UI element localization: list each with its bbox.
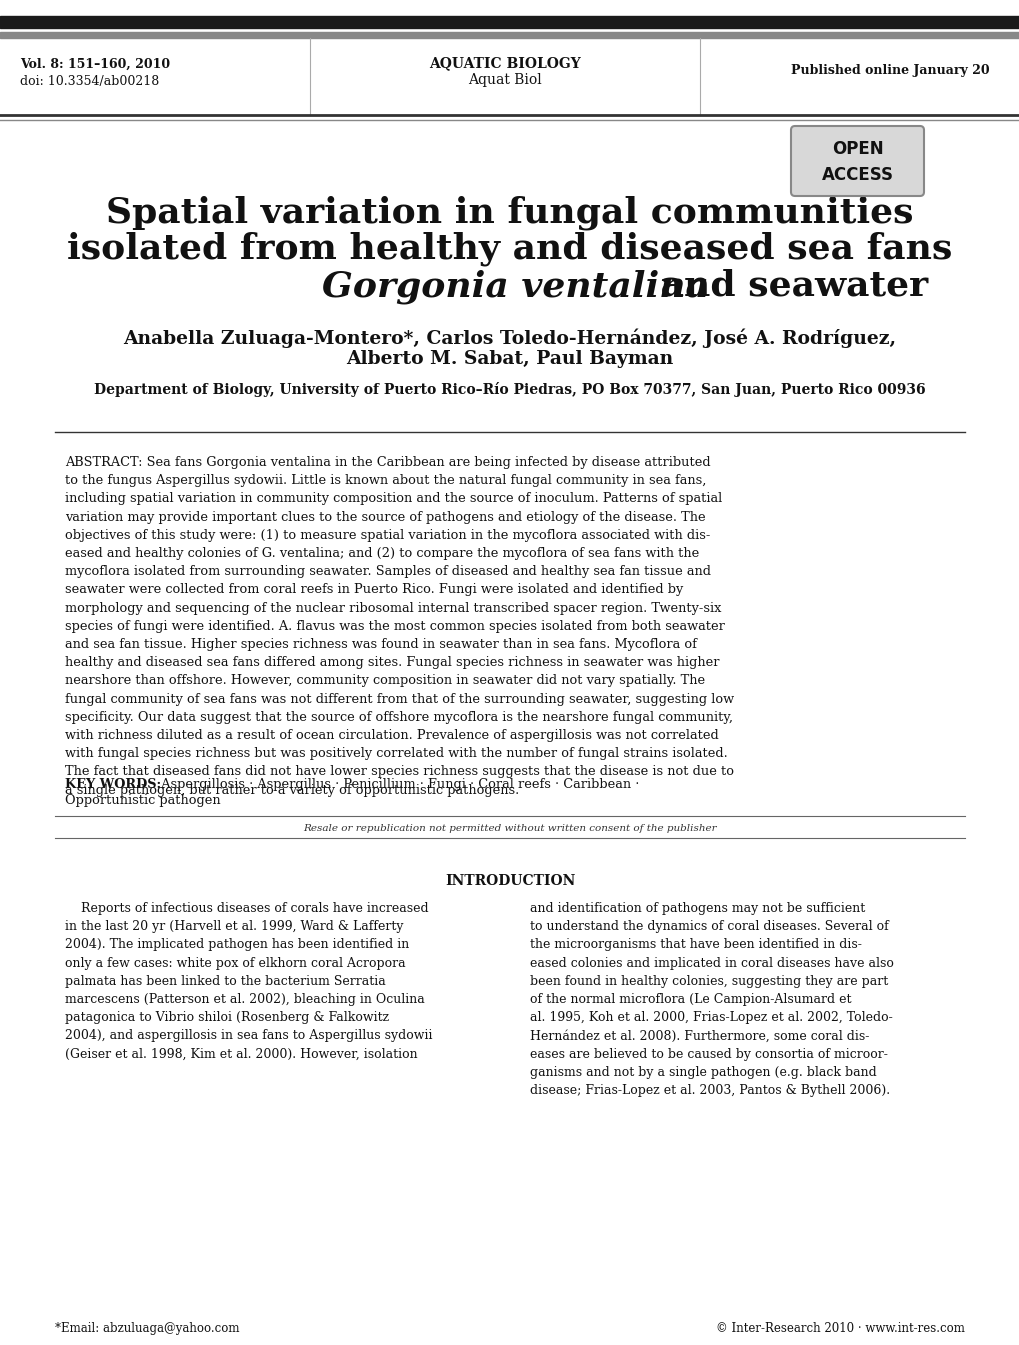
Text: Published online January 20: Published online January 20 — [791, 65, 989, 77]
Text: doi: 10.3354/ab00218: doi: 10.3354/ab00218 — [20, 75, 159, 87]
Text: KEY WORDS:: KEY WORDS: — [65, 777, 161, 791]
Text: Department of Biology, University of Puerto Rico–Río Piedras, PO Box 70377, San : Department of Biology, University of Pue… — [94, 382, 925, 397]
Text: and seawater: and seawater — [647, 269, 927, 303]
Text: © Inter-Research 2010 · www.int-res.com: © Inter-Research 2010 · www.int-res.com — [715, 1322, 964, 1336]
Text: and identification of pathogens may not be sufficient
to understand the dynamics: and identification of pathogens may not … — [530, 902, 893, 1098]
Text: Anabella Zuluaga-Montero*, Carlos Toledo-Hernández, José A. Rodríguez,: Anabella Zuluaga-Montero*, Carlos Toledo… — [123, 328, 896, 347]
Bar — [0, 32, 1019, 38]
Text: Aquat Biol: Aquat Biol — [468, 73, 541, 87]
Text: Resale or republication not permitted without written consent of the publisher: Resale or republication not permitted wi… — [303, 824, 716, 833]
Text: OPEN: OPEN — [830, 140, 882, 157]
Text: Reports of infectious diseases of corals have increased
in the last 20 yr (Harve: Reports of infectious diseases of corals… — [65, 902, 432, 1061]
Text: Alberto M. Sabat, Paul Bayman: Alberto M. Sabat, Paul Bayman — [346, 350, 673, 369]
Text: ACCESS: ACCESS — [820, 165, 893, 184]
Text: isolated from healthy and diseased sea fans: isolated from healthy and diseased sea f… — [67, 231, 952, 266]
Text: INTRODUCTION: INTRODUCTION — [444, 874, 575, 888]
FancyBboxPatch shape — [790, 126, 923, 196]
Text: Spatial variation in fungal communities: Spatial variation in fungal communities — [106, 195, 913, 230]
Text: Gorgonia ventalina: Gorgonia ventalina — [322, 269, 708, 304]
Text: ABSTRACT: Sea fans Gorgonia ventalina in the Caribbean are being infected by dis: ABSTRACT: Sea fans Gorgonia ventalina in… — [65, 456, 734, 796]
Text: Opportunistic pathogen: Opportunistic pathogen — [65, 794, 220, 807]
Text: *Email: abzuluaga@yahoo.com: *Email: abzuluaga@yahoo.com — [55, 1322, 239, 1336]
Text: Aspergillosis · Aspergillus · Penicillium · Fungi · Coral reefs · Caribbean ·: Aspergillosis · Aspergillus · Penicilliu… — [153, 777, 639, 791]
Text: Vol. 8: 151–160, 2010: Vol. 8: 151–160, 2010 — [20, 58, 170, 71]
Text: AQUATIC BIOLOGY: AQUATIC BIOLOGY — [429, 56, 580, 70]
Bar — [0, 16, 1019, 28]
